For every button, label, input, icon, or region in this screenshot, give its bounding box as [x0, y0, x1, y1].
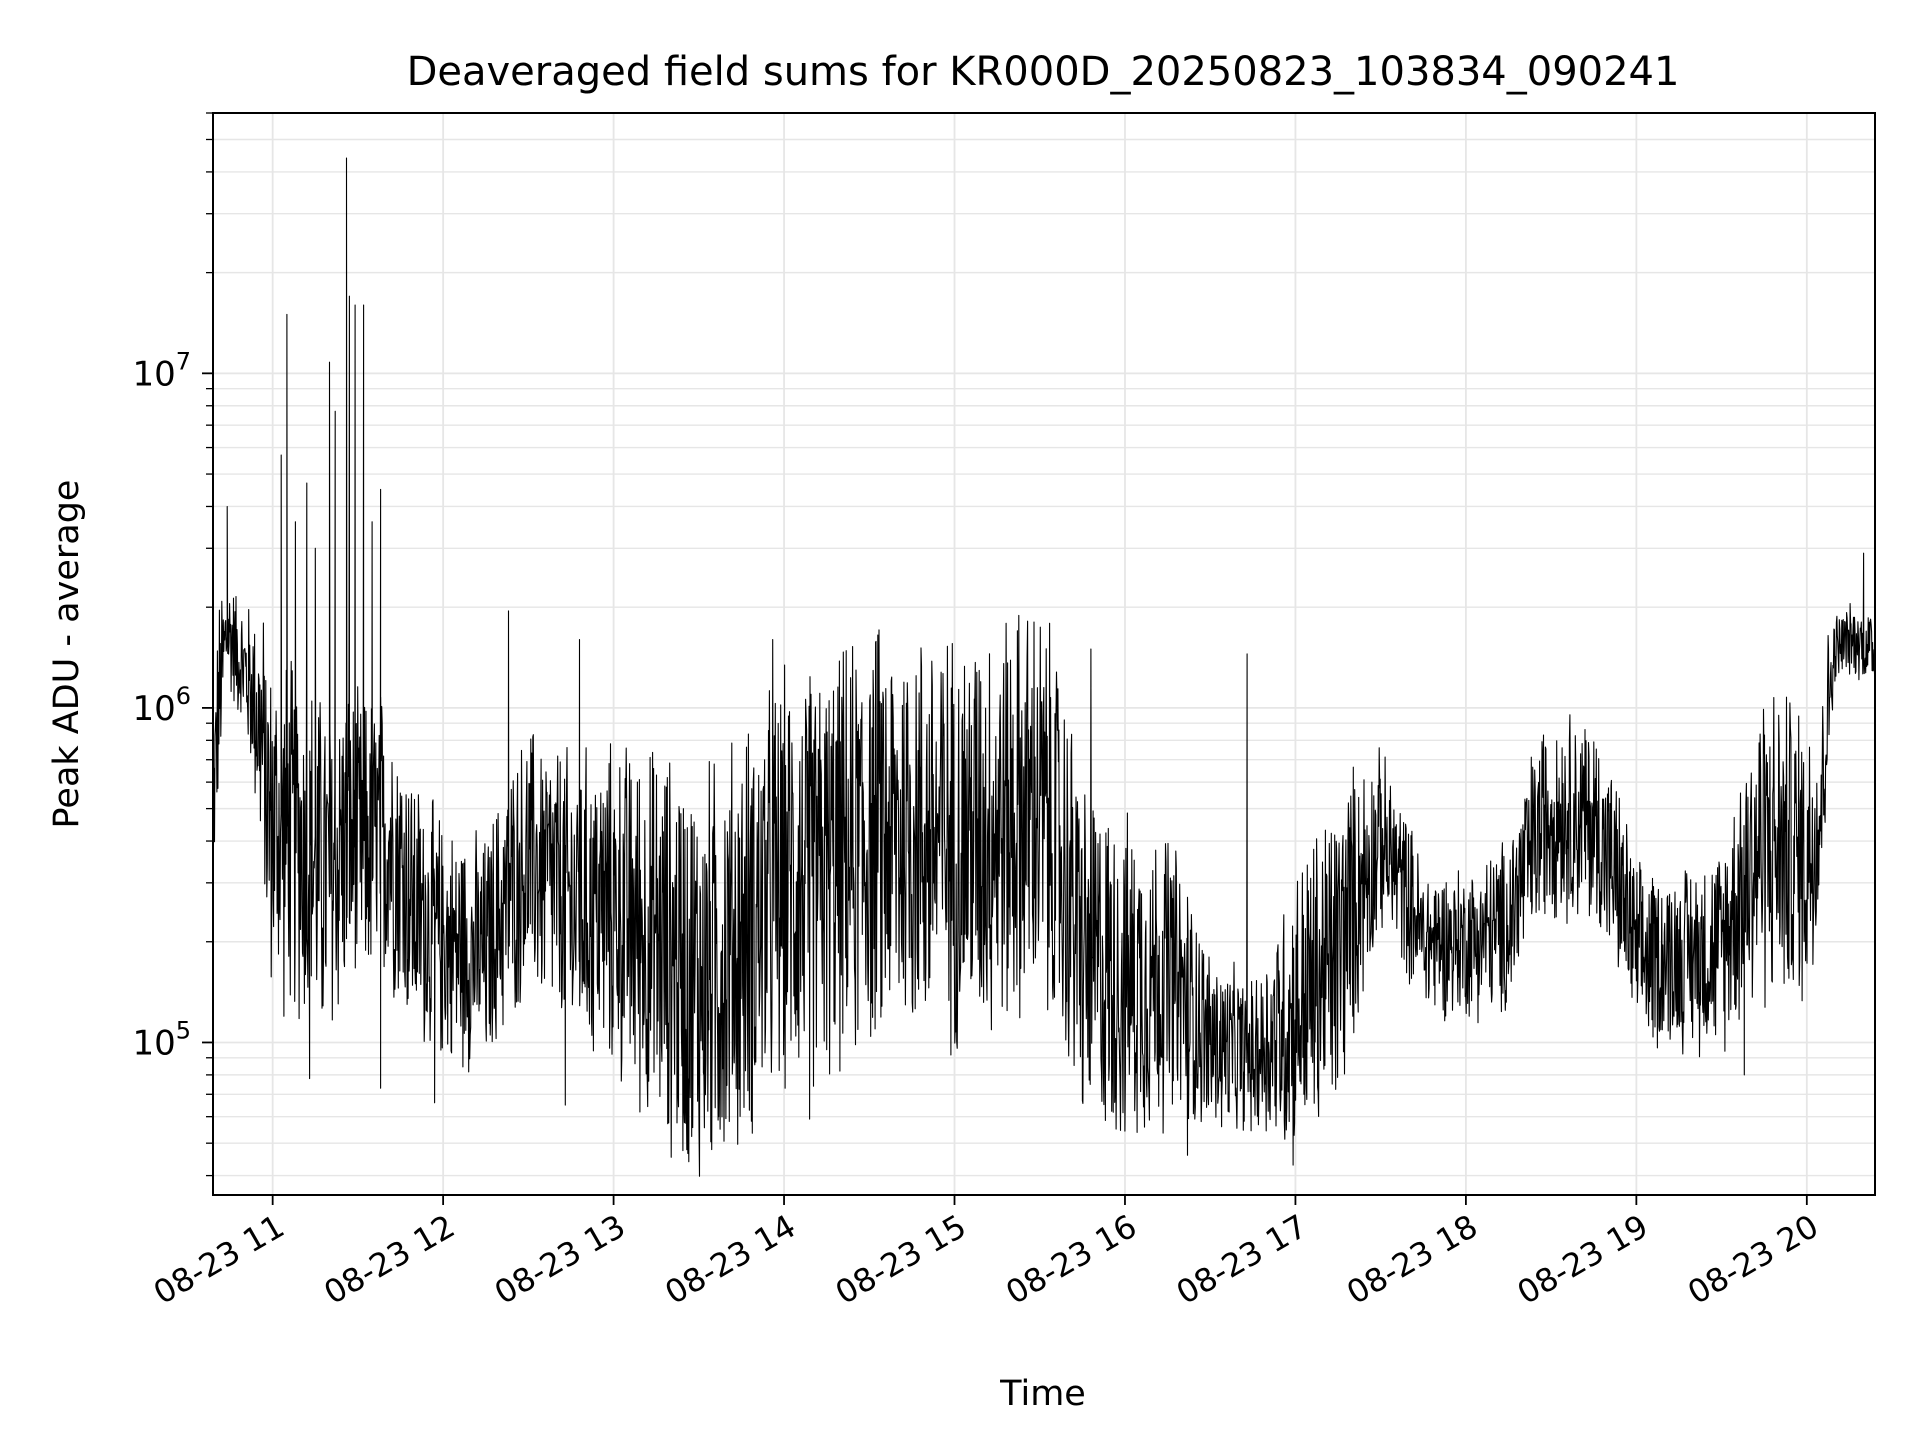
y-axis-ticks: 105 106 107: [132, 347, 213, 1063]
y-axis-label: Peak ADU - average: [47, 480, 87, 829]
chart-title: Deaveraged field sums for KR000D_2025082…: [407, 49, 1680, 95]
plot-data-group: [213, 157, 1875, 1177]
y-tick-label: 105: [132, 1016, 191, 1063]
y-tick-label: 106: [132, 682, 191, 729]
y-tick-label: 107: [132, 347, 191, 394]
series-line: [213, 157, 1875, 1177]
x-axis-label: Time: [999, 1374, 1086, 1414]
plot-frame: [212, 112, 1876, 1196]
